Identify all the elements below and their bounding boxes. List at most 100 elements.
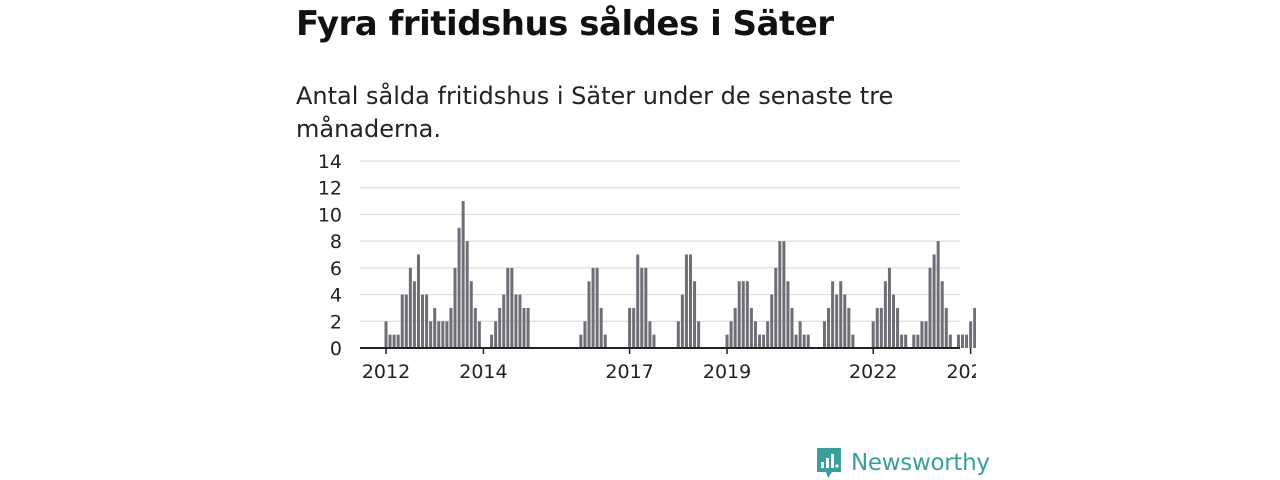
bar	[392, 334, 396, 348]
bar	[510, 267, 514, 348]
bar	[969, 321, 973, 348]
bar	[676, 321, 680, 348]
bar	[745, 281, 749, 348]
bar	[469, 281, 473, 348]
brand-name: Newsworthy	[851, 450, 990, 476]
bar	[429, 321, 433, 348]
y-tick-label: 10	[318, 204, 342, 226]
bar	[490, 334, 494, 348]
bar	[400, 294, 404, 348]
bar	[802, 334, 806, 348]
bar	[806, 334, 810, 348]
bar	[465, 241, 469, 348]
bar	[453, 267, 457, 348]
bar	[599, 307, 603, 348]
bar	[457, 227, 461, 348]
bar	[883, 281, 887, 348]
bar	[900, 334, 904, 348]
bar	[944, 307, 948, 348]
bar	[526, 307, 530, 348]
bar	[697, 321, 701, 348]
bar	[749, 307, 753, 348]
bar	[384, 321, 388, 348]
x-tick-label: 2022	[849, 361, 897, 383]
bar	[603, 334, 607, 348]
bar	[948, 334, 952, 348]
bar	[790, 307, 794, 348]
y-tick-label: 8	[330, 231, 342, 253]
bar	[396, 334, 400, 348]
bar	[636, 254, 640, 348]
bar	[652, 334, 656, 348]
bar	[404, 294, 408, 348]
x-tick-label: 2012	[362, 361, 410, 383]
bar	[461, 201, 465, 348]
bar	[778, 241, 782, 348]
bar	[932, 254, 936, 348]
bar	[416, 254, 420, 348]
bar	[494, 321, 498, 348]
bar	[628, 307, 632, 348]
bar	[445, 321, 449, 348]
bar	[904, 334, 908, 348]
bar	[843, 294, 847, 348]
bar	[693, 281, 697, 348]
bar	[421, 294, 425, 348]
bar	[839, 281, 843, 348]
bar	[449, 307, 453, 348]
y-tick-label: 14	[318, 151, 342, 173]
bar	[798, 321, 802, 348]
bar	[680, 294, 684, 348]
newsworthy-logo-icon	[817, 448, 841, 478]
x-tick-label: 2017	[605, 361, 653, 383]
bar	[648, 321, 652, 348]
bar	[408, 267, 412, 348]
bar	[388, 334, 392, 348]
bar	[786, 281, 790, 348]
bar	[473, 307, 477, 348]
bar	[973, 307, 976, 348]
grid-lines	[360, 160, 960, 322]
newsworthy-logo[interactable]: Newsworthy	[815, 446, 990, 480]
bar	[956, 334, 960, 348]
bar	[725, 334, 729, 348]
bar	[684, 254, 688, 348]
bar	[766, 321, 770, 348]
bar	[782, 241, 786, 348]
bar	[506, 267, 510, 348]
bar	[965, 334, 969, 348]
chart-subtitle: Antal sålda fritidshus i Säter under de …	[296, 82, 894, 143]
bar	[522, 307, 526, 348]
bar	[875, 307, 879, 348]
bar	[940, 281, 944, 348]
bar	[433, 307, 437, 348]
bar	[477, 321, 481, 348]
bar	[770, 294, 774, 348]
bar	[774, 267, 778, 348]
bar	[851, 334, 855, 348]
bar	[579, 334, 583, 348]
bar	[871, 321, 875, 348]
bar	[887, 267, 891, 348]
bar	[794, 334, 798, 348]
bar	[879, 307, 883, 348]
bar	[644, 267, 648, 348]
bar	[753, 321, 757, 348]
bar	[892, 294, 895, 348]
bar	[514, 294, 518, 348]
x-tick-label: 2014	[459, 361, 507, 383]
bar	[847, 307, 851, 348]
y-tick-label: 12	[318, 178, 342, 200]
bar	[912, 334, 916, 348]
bar	[741, 281, 745, 348]
bar	[441, 321, 445, 348]
bar	[916, 334, 920, 348]
bar	[632, 307, 636, 348]
bar	[928, 267, 932, 348]
bar	[587, 281, 591, 348]
bar	[920, 321, 924, 348]
bar	[595, 267, 599, 348]
bar	[822, 321, 826, 348]
bar	[762, 334, 766, 348]
